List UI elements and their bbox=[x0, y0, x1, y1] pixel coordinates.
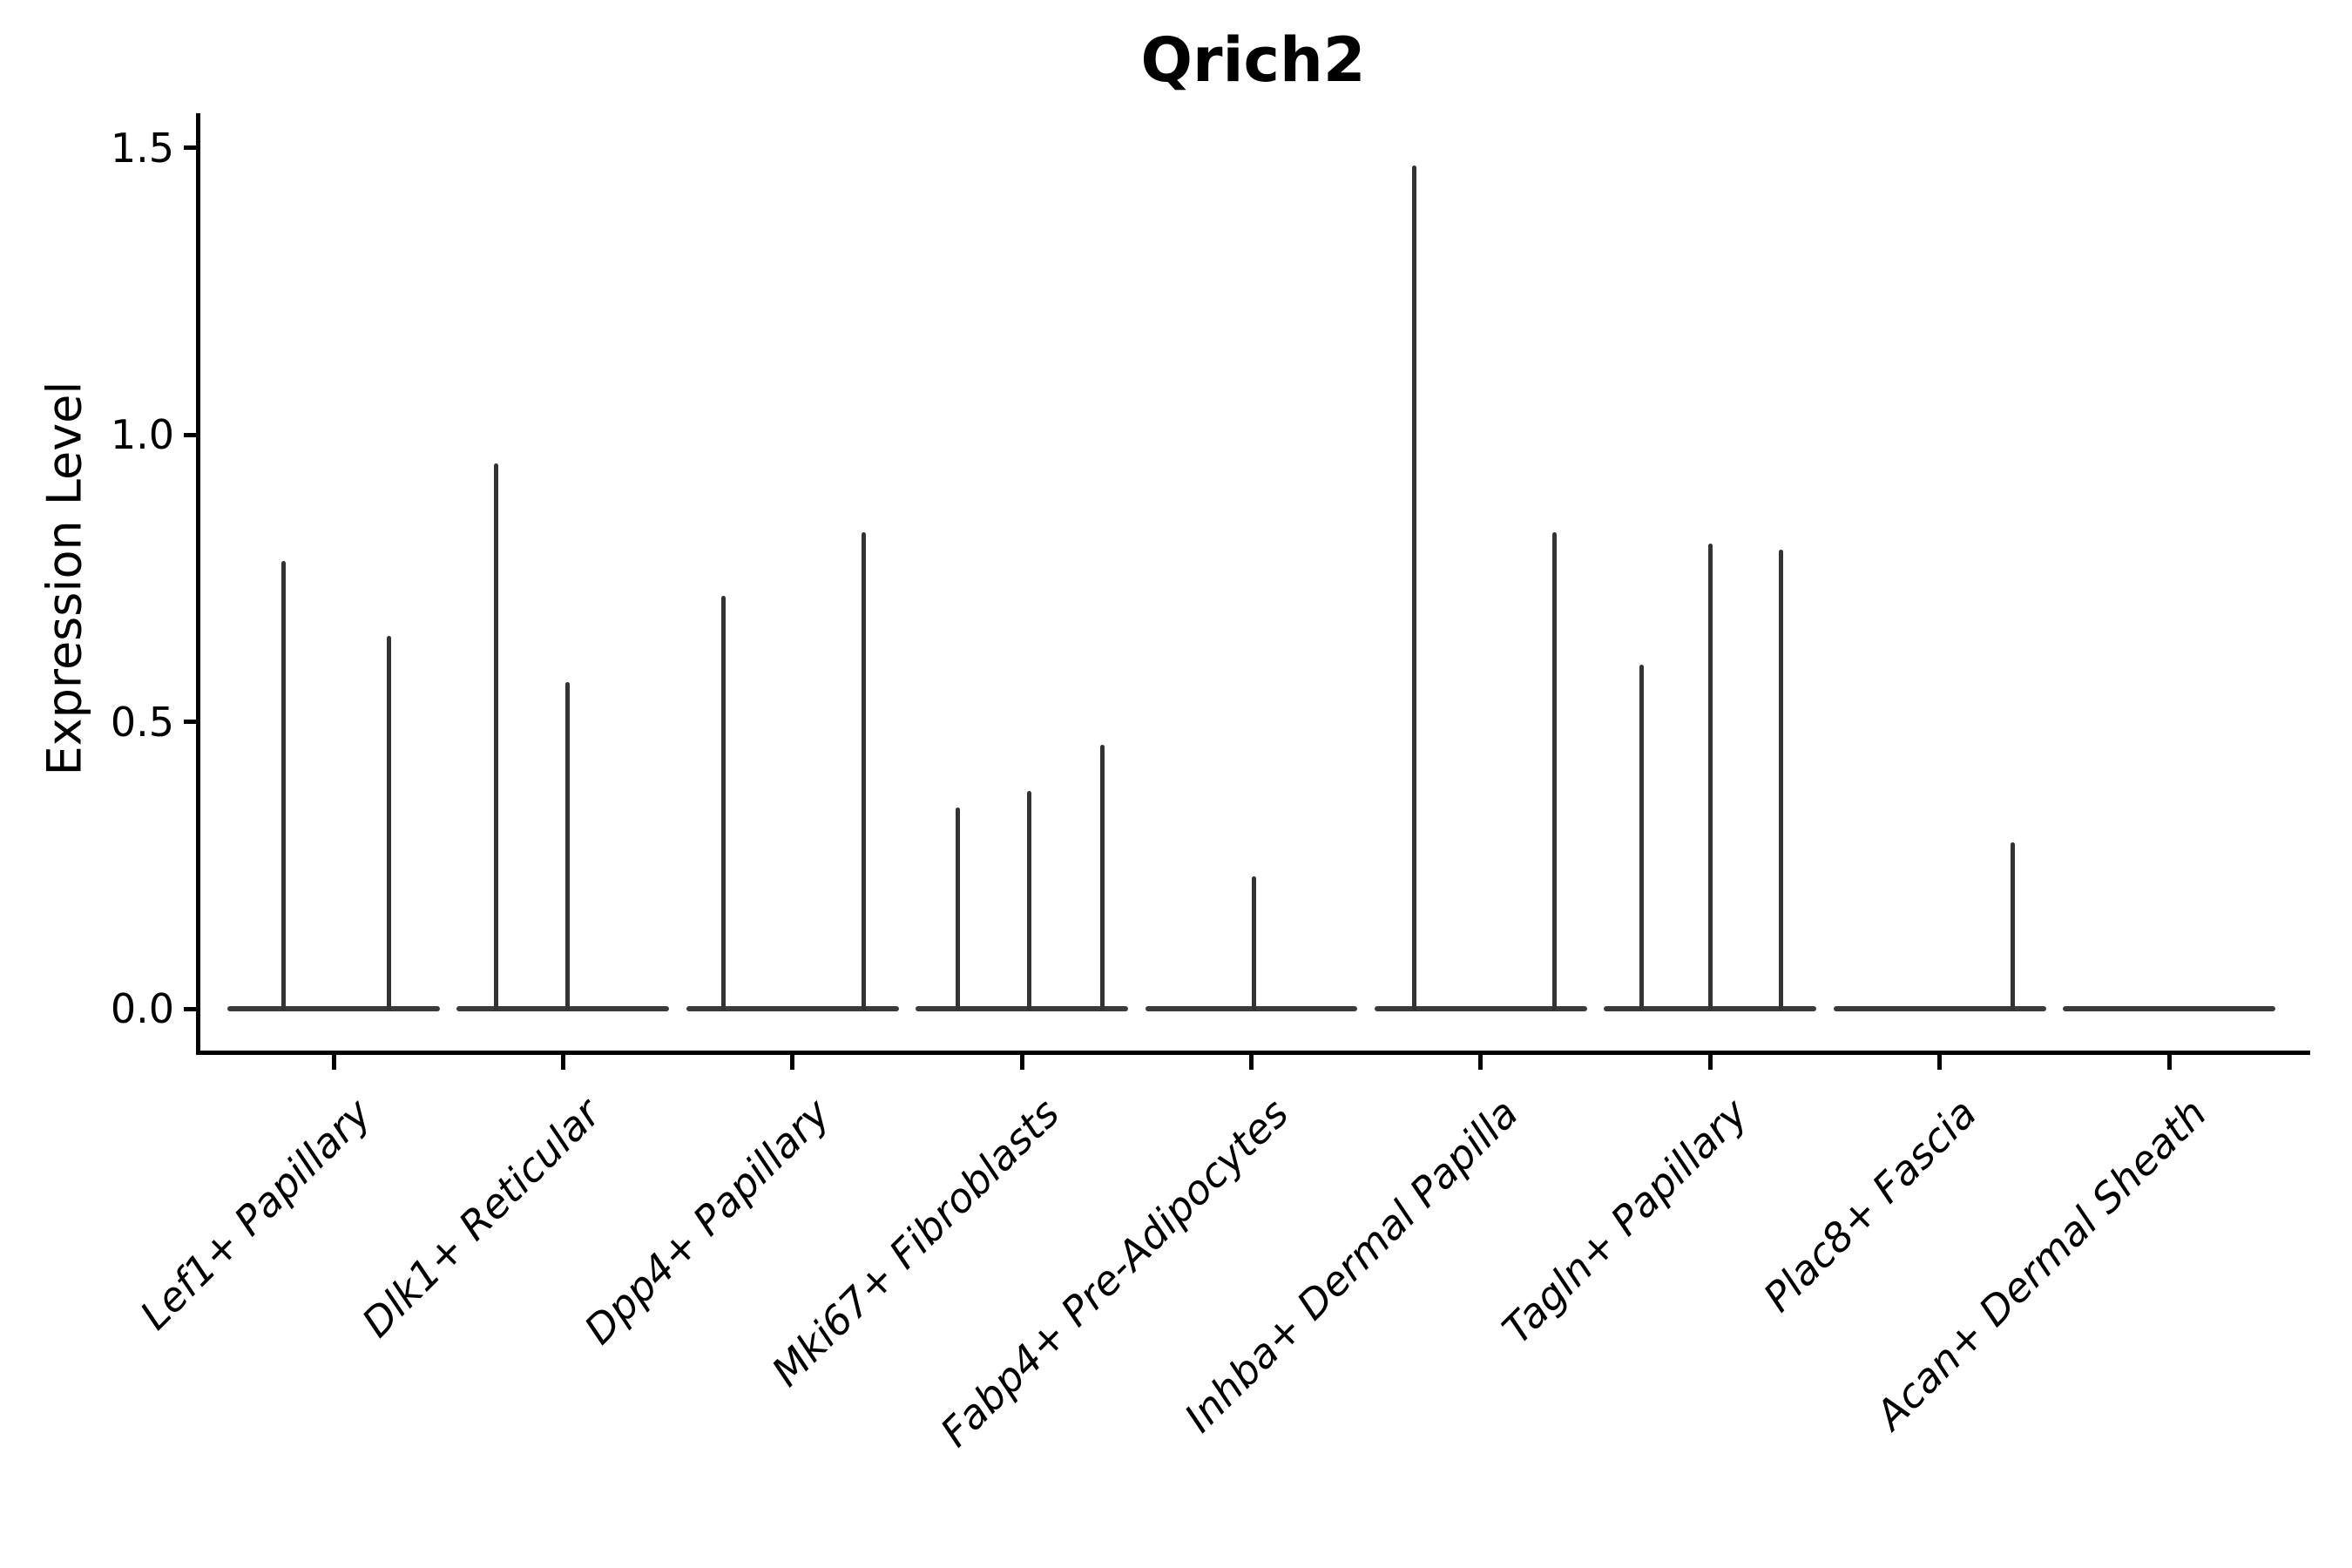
violin-baseline bbox=[686, 1006, 899, 1011]
violin-spike bbox=[1099, 744, 1105, 1010]
y-tick-mark bbox=[184, 145, 198, 151]
x-tick-mark bbox=[790, 1052, 795, 1070]
x-tick-label: Lef1+ Papillary bbox=[130, 1089, 380, 1339]
violin-baseline bbox=[1145, 1006, 1358, 1011]
violin-baseline bbox=[2063, 1006, 2275, 1011]
x-tick-label: Dpp4+ Papillary bbox=[574, 1089, 839, 1354]
violin-baseline bbox=[1374, 1006, 1587, 1011]
x-tick-label: Tagln+ Papillary bbox=[1492, 1089, 1757, 1354]
violin-spike bbox=[1707, 544, 1713, 1010]
violin-spike bbox=[1026, 790, 1031, 1010]
y-tick-mark bbox=[184, 432, 198, 437]
y-axis-line bbox=[195, 113, 200, 1055]
x-tick-mark bbox=[1707, 1052, 1713, 1070]
y-axis-label: Expression Level bbox=[37, 381, 92, 776]
violin-spike bbox=[280, 561, 286, 1010]
violin-spike bbox=[565, 681, 571, 1010]
x-tick-mark bbox=[1478, 1052, 1484, 1070]
x-tick-mark bbox=[560, 1052, 565, 1070]
x-tick-mark bbox=[331, 1052, 336, 1070]
violin-spike bbox=[1639, 664, 1644, 1010]
x-tick-label: Plac8+ Fascia bbox=[1754, 1089, 1986, 1321]
violin-spike bbox=[1411, 165, 1416, 1010]
x-tick-mark bbox=[2166, 1052, 2172, 1070]
y-tick-label: 1.5 bbox=[110, 124, 174, 172]
violin-spike bbox=[494, 463, 499, 1010]
violin-spike bbox=[2011, 841, 2016, 1010]
violin-baseline bbox=[456, 1006, 670, 1011]
violin-spike bbox=[1779, 550, 1784, 1010]
violin-baseline bbox=[227, 1006, 440, 1011]
y-tick-mark bbox=[184, 720, 198, 725]
y-tick-label: 0.5 bbox=[110, 698, 174, 746]
violin-spike bbox=[1551, 532, 1557, 1010]
y-tick-label: 0.0 bbox=[110, 985, 174, 1032]
x-tick-mark bbox=[1937, 1052, 1943, 1070]
x-tick-mark bbox=[1019, 1052, 1024, 1070]
violin-spike bbox=[721, 595, 727, 1010]
violin-baseline bbox=[1833, 1006, 2046, 1011]
violin-baseline bbox=[916, 1006, 1129, 1011]
violin-spike bbox=[861, 532, 866, 1010]
x-tick-mark bbox=[1249, 1052, 1254, 1070]
x-tick-label: Dlk1+ Reticular bbox=[352, 1089, 610, 1347]
violin-spike bbox=[1251, 876, 1256, 1010]
violin-spike bbox=[386, 635, 391, 1010]
y-tick-mark bbox=[184, 1006, 198, 1011]
chart-title: Qrich2 bbox=[1140, 24, 1366, 96]
violin-spike bbox=[955, 808, 960, 1010]
y-tick-label: 1.0 bbox=[110, 411, 174, 459]
